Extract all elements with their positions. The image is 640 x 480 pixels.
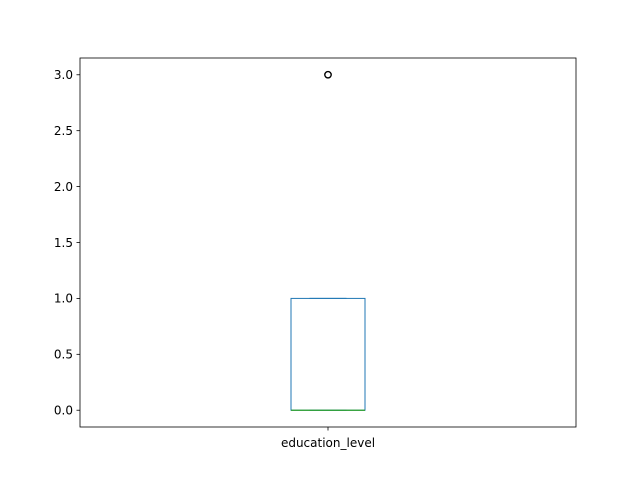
plot-frame — [79, 57, 577, 428]
y-tick-label: 0.0 — [54, 404, 73, 418]
y-axis: 0.0 0.5 1.0 1.5 2.0 2.5 3.0 — [54, 68, 80, 418]
x-tick-label: education_level — [281, 436, 375, 450]
y-tick-label: 2.0 — [54, 180, 73, 194]
y-tick-label: 3.0 — [54, 68, 73, 82]
outlier-point — [324, 70, 332, 79]
box-series — [290, 70, 366, 411]
x-axis: education_level — [281, 427, 375, 450]
y-tick-label: 0.5 — [54, 348, 73, 362]
plot-area — [80, 58, 576, 427]
y-tick-label: 1.0 — [54, 292, 73, 306]
y-tick-label: 1.5 — [54, 236, 73, 250]
y-tick-label: 2.5 — [54, 124, 73, 138]
